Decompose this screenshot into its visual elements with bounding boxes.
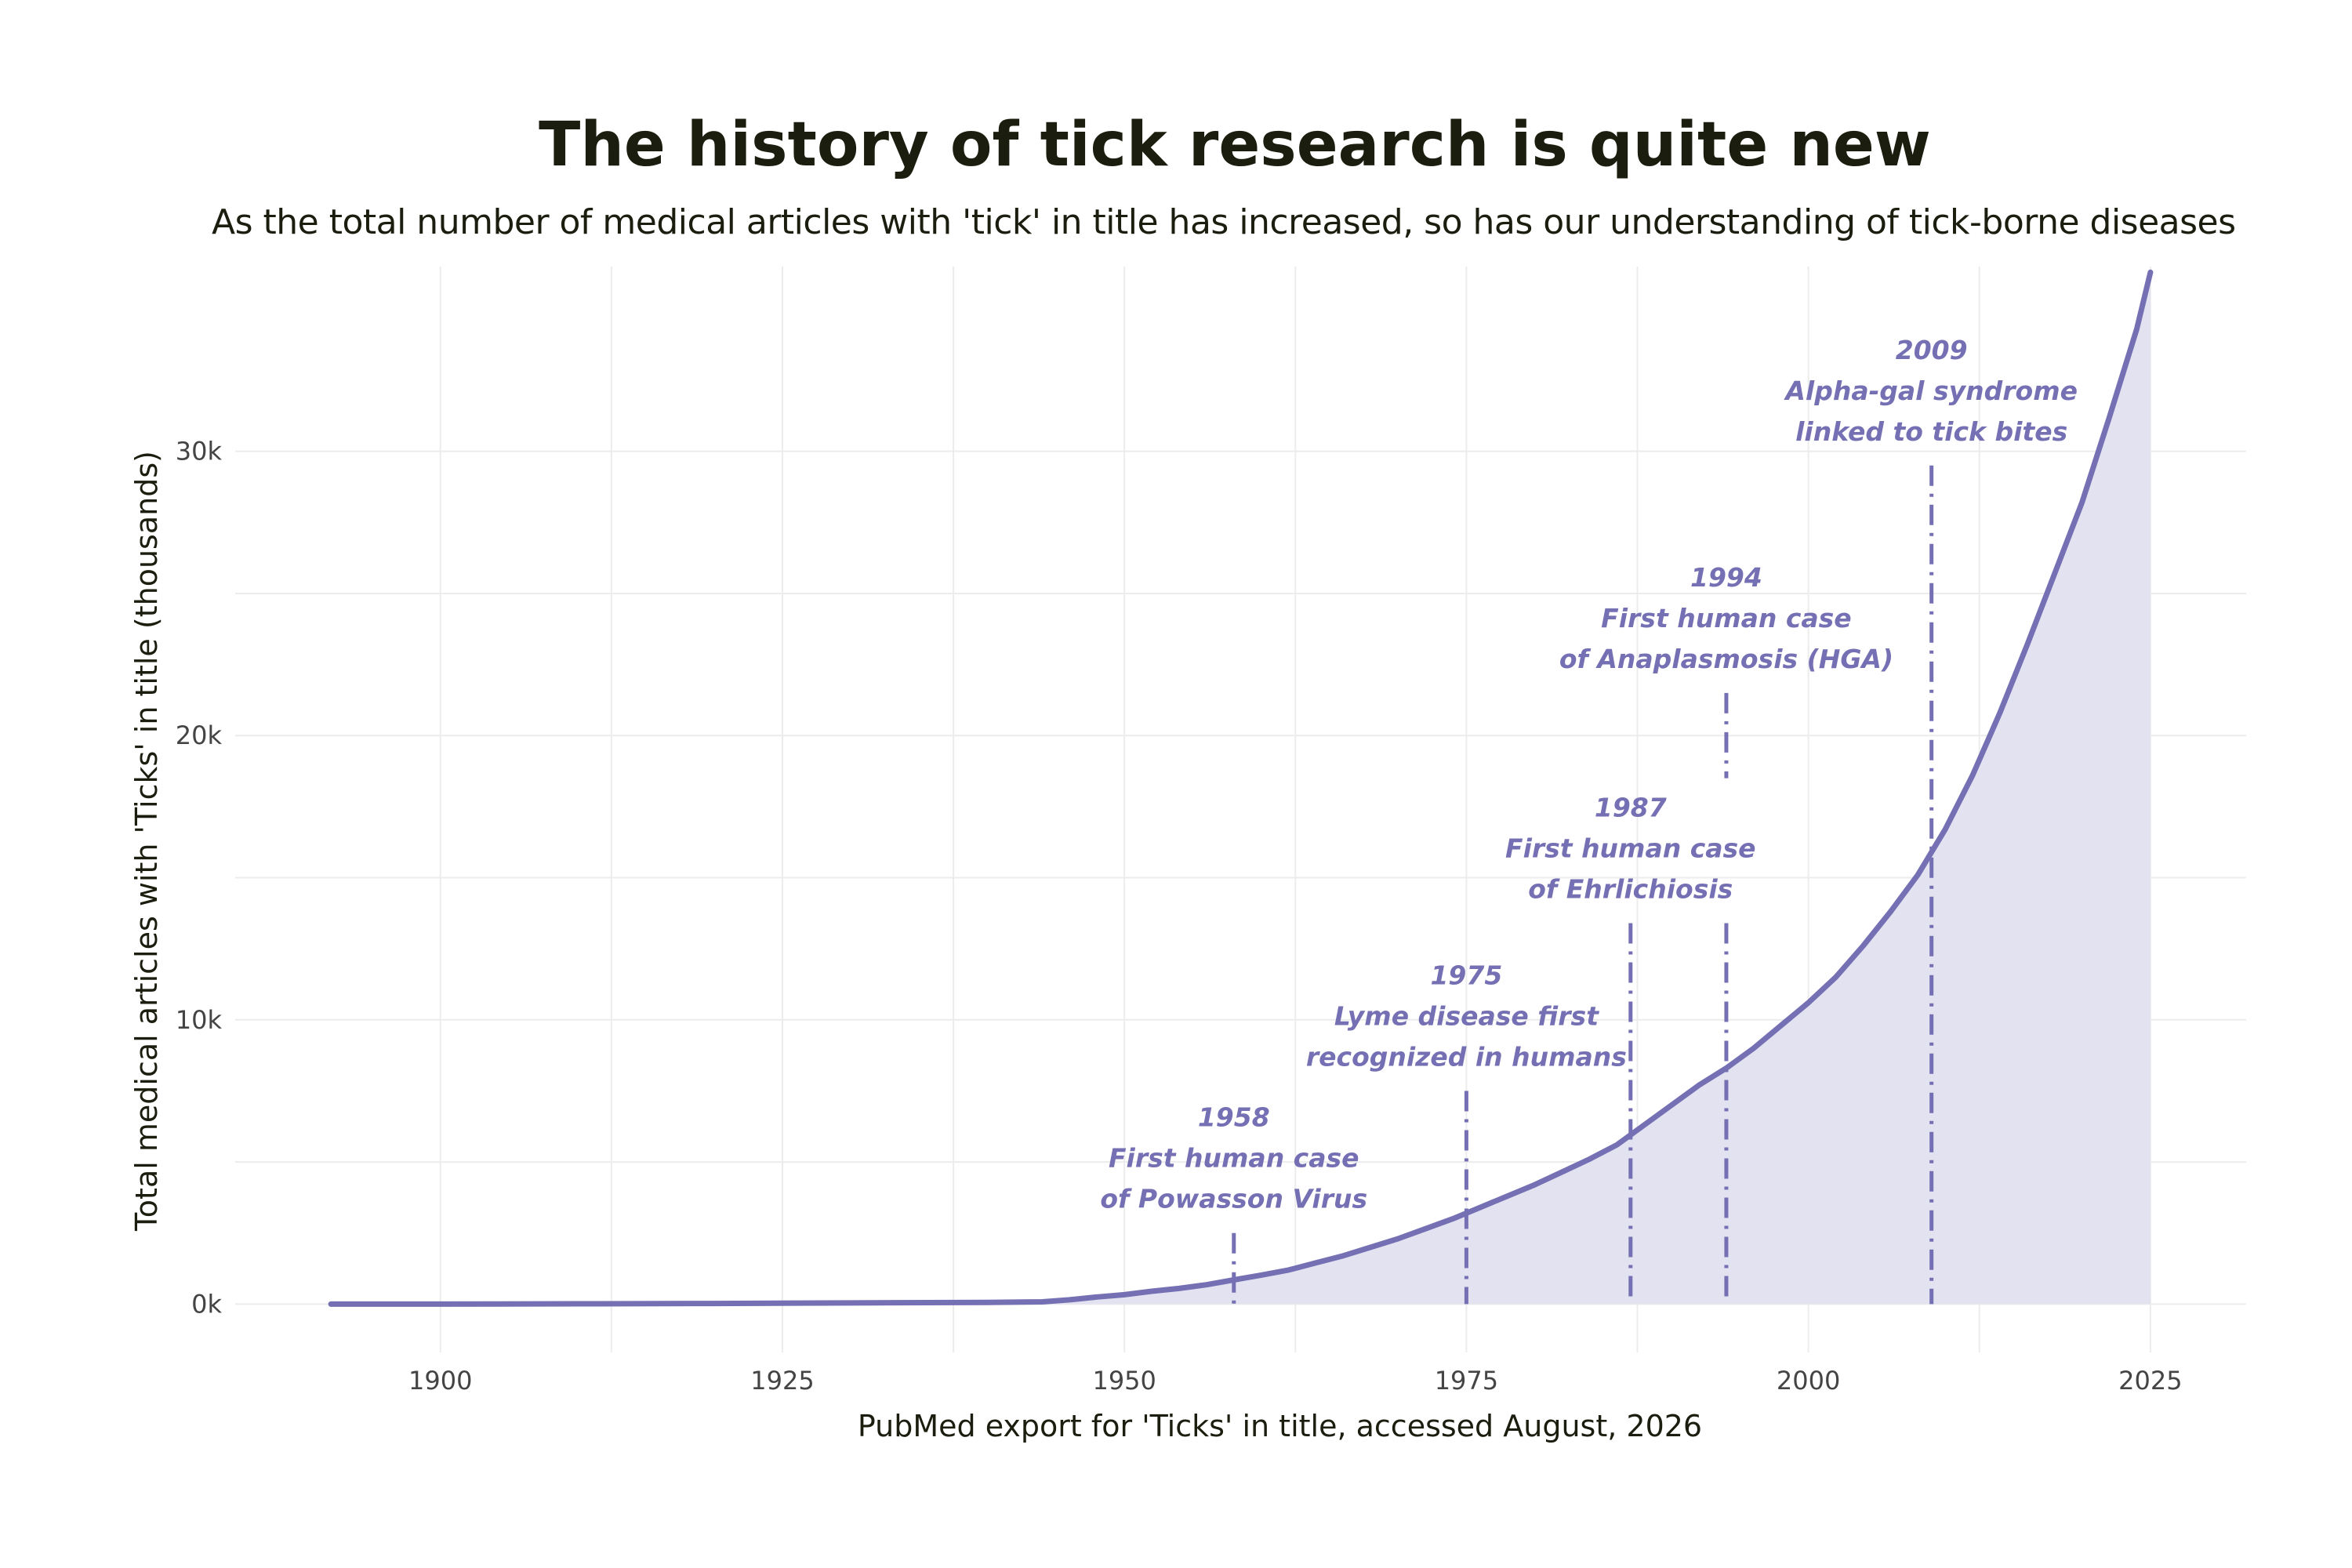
- series-area: [331, 272, 2151, 1305]
- chart-subtitle: As the total number of medical articles …: [212, 202, 2236, 242]
- x-tick-label: 2025: [2118, 1366, 2182, 1396]
- annotation-label-1958: of Powasson Virus: [1100, 1184, 1367, 1214]
- annotation-year-1975: 1975: [1430, 960, 1502, 990]
- annotation-label-1987: of Ehrlichiosis: [1528, 874, 1733, 905]
- x-tick-label: 1975: [1435, 1366, 1498, 1396]
- annotation-text-layer: 1958 First human case of Powasson Virus 197…: [1100, 335, 2078, 1214]
- annotation-label-1987: First human case: [1505, 833, 1756, 864]
- x-tick-label: 2000: [1777, 1366, 1840, 1396]
- y-tick-label: 30k: [176, 437, 223, 466]
- annotation-year-1994: 1994: [1690, 562, 1762, 593]
- area-layer: [331, 272, 2151, 1305]
- y-axis-title: Total medical articles with 'Ticks' in t…: [129, 451, 164, 1232]
- annotation-label-1975: recognized in humans: [1306, 1041, 1627, 1072]
- annotation-label-1994: of Anaplasmosis (HGA): [1559, 644, 1893, 674]
- x-axis-title: PubMed export for 'Ticks' in title, acce…: [858, 1409, 1702, 1443]
- annotation-label-2009: linked to tick bites: [1795, 416, 2067, 447]
- annotation-year-1958: 1958: [1198, 1102, 1270, 1133]
- x-tick-label: 1900: [408, 1366, 472, 1396]
- y-tick-label: 10k: [176, 1005, 223, 1035]
- line-layer: [328, 269, 2154, 1307]
- y-tick-label: 0k: [191, 1289, 222, 1319]
- annotation-label-1994: First human case: [1601, 603, 1852, 633]
- annotation-year-1987: 1987: [1595, 793, 1667, 823]
- annotation-line-layer: [1232, 465, 1934, 1305]
- tick-label-layer: 1900 1925 1950 1975 2000 2025 0k 10k 20k 30k: [176, 437, 2183, 1396]
- x-tick-label: 1950: [1092, 1366, 1156, 1396]
- annotation-label-1975: Lyme disease first: [1334, 1000, 1599, 1031]
- x-tick-label: 1925: [750, 1366, 814, 1396]
- annotation-label-2009: Alpha-gal syndrome: [1783, 376, 2078, 406]
- y-tick-label: 20k: [176, 720, 223, 750]
- annotation-year-2009: 2009: [1896, 335, 1968, 365]
- annotation-label-1958: First human case: [1109, 1143, 1359, 1174]
- series-line: [328, 269, 2154, 1307]
- chart-title: The history of tick research is quite ne…: [539, 110, 1931, 180]
